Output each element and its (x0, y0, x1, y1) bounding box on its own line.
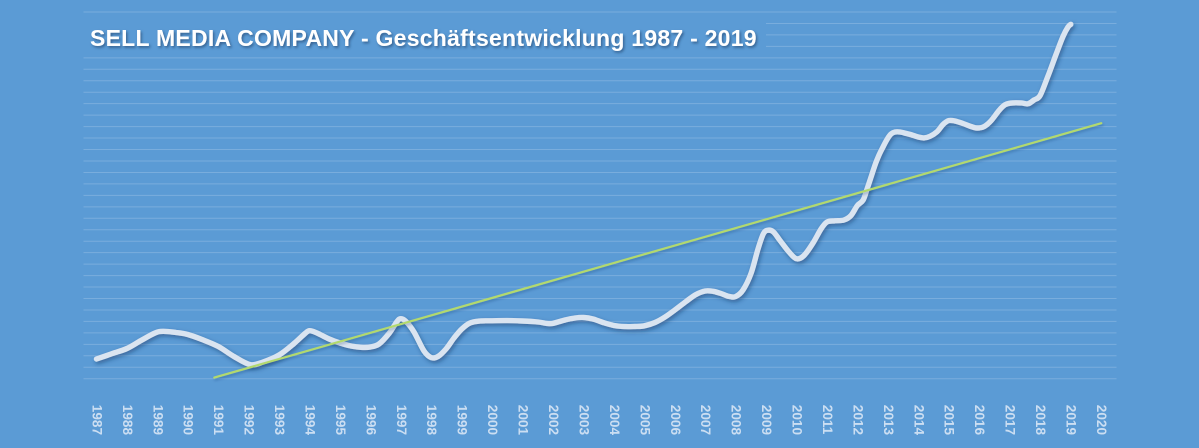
svg-text:2016: 2016 (972, 405, 987, 436)
svg-text:2004: 2004 (607, 405, 622, 436)
svg-text:1998: 1998 (424, 405, 439, 436)
svg-text:2012: 2012 (850, 405, 865, 436)
svg-text:1995: 1995 (333, 405, 348, 436)
svg-text:1988: 1988 (120, 405, 135, 436)
svg-text:2010: 2010 (790, 405, 805, 435)
svg-text:2009: 2009 (759, 405, 774, 436)
svg-text:1997: 1997 (394, 405, 409, 435)
svg-text:2008: 2008 (729, 405, 744, 436)
svg-text:2006: 2006 (668, 405, 683, 436)
svg-text:2015: 2015 (942, 405, 957, 436)
svg-text:SELL MEDIA COMPANY - Geschäfts: SELL MEDIA COMPANY - Geschäftsentwicklun… (90, 25, 757, 51)
svg-text:1990: 1990 (181, 405, 196, 435)
svg-text:1993: 1993 (272, 405, 287, 436)
svg-text:2001: 2001 (516, 405, 531, 436)
svg-text:2018: 2018 (1033, 405, 1048, 436)
svg-text:2013: 2013 (881, 405, 896, 436)
svg-text:2020: 2020 (1094, 405, 1109, 435)
svg-text:2005: 2005 (637, 405, 652, 436)
svg-text:1999: 1999 (455, 405, 470, 436)
svg-text:2014: 2014 (911, 405, 926, 436)
svg-text:1992: 1992 (242, 405, 257, 436)
svg-text:2000: 2000 (485, 405, 500, 435)
svg-text:2017: 2017 (1003, 405, 1018, 435)
svg-text:2011: 2011 (820, 405, 835, 435)
svg-text:1989: 1989 (150, 405, 165, 436)
svg-text:2007: 2007 (698, 405, 713, 435)
svg-text:2002: 2002 (546, 405, 561, 436)
svg-text:1987: 1987 (89, 405, 104, 435)
svg-text:2003: 2003 (576, 405, 591, 436)
svg-text:2019: 2019 (1064, 405, 1079, 436)
svg-text:1991: 1991 (211, 405, 226, 436)
svg-text:1994: 1994 (303, 405, 318, 436)
svg-text:1996: 1996 (363, 405, 378, 436)
